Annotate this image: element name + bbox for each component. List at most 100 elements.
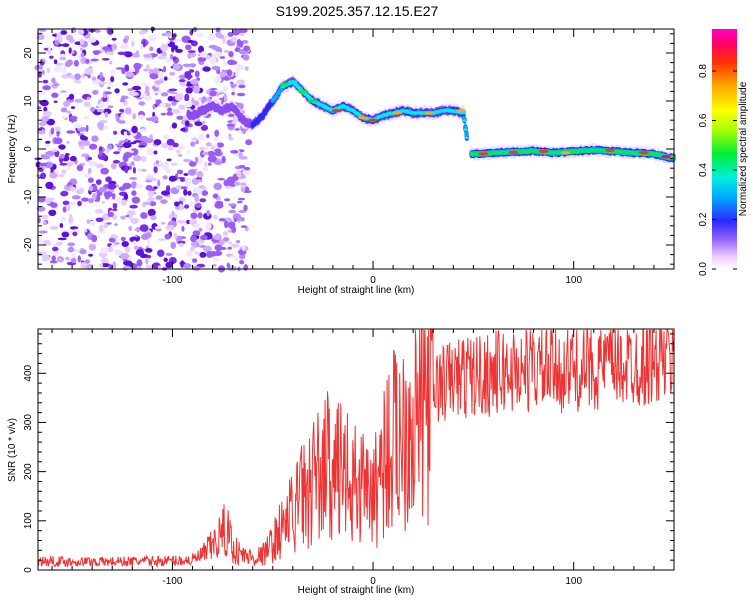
noise-blob	[121, 95, 129, 100]
noise-blob	[129, 148, 139, 156]
noise-blob	[52, 149, 58, 152]
noise-blob	[161, 142, 169, 149]
noise-blob	[98, 224, 104, 233]
noise-blob	[149, 73, 159, 80]
noise-blob	[149, 177, 158, 182]
noise-blob	[184, 204, 190, 209]
noise-blob	[43, 106, 48, 112]
noise-blob	[147, 190, 155, 197]
noise-blob	[187, 50, 196, 53]
noise-blob	[114, 248, 123, 256]
noise-blob	[232, 60, 238, 65]
noise-blob	[177, 177, 186, 180]
noise-blob	[199, 51, 208, 58]
noise-blob	[110, 162, 117, 170]
noise-blob	[195, 140, 199, 145]
noise-blob	[218, 239, 225, 246]
noise-blob	[188, 201, 197, 207]
noise-blob	[135, 249, 145, 256]
noise-blob	[123, 131, 128, 136]
noise-blob	[56, 131, 61, 135]
noise-blob	[131, 181, 137, 189]
noise-blob	[153, 150, 158, 155]
noise-blob	[100, 167, 109, 175]
noise-blob	[189, 219, 198, 225]
noise-blob	[114, 143, 124, 146]
noise-blob	[132, 240, 137, 245]
noise-blob	[37, 196, 46, 203]
noise-blob	[138, 30, 146, 35]
noise-blob	[186, 150, 192, 154]
x-tick-label: 100	[565, 576, 582, 587]
noise-blob	[230, 36, 238, 43]
noise-blob	[127, 88, 134, 92]
noise-blob	[84, 259, 90, 264]
noise-blob	[161, 33, 167, 36]
noise-blob	[149, 46, 154, 52]
noise-blob	[183, 173, 189, 176]
noise-blob	[140, 43, 144, 51]
noise-blob	[135, 50, 139, 56]
noise-blob	[107, 211, 114, 218]
noise-blob	[232, 29, 240, 36]
noise-blob	[94, 208, 104, 214]
noise-blob	[194, 179, 203, 183]
noise-blob	[171, 122, 178, 129]
noise-blob	[138, 145, 146, 148]
noise-blob	[228, 203, 237, 207]
noise-blob	[66, 161, 74, 167]
colorbar-tick-label: 0.4	[698, 163, 709, 177]
noise-blob	[173, 39, 182, 42]
snr-series	[37, 329, 675, 569]
noise-blob	[144, 95, 152, 101]
noise-blob	[195, 202, 202, 208]
noise-blob	[218, 34, 225, 39]
noise-blob	[189, 63, 197, 67]
noise-blob	[44, 161, 54, 168]
noise-blob	[166, 158, 172, 162]
ridge-peak	[279, 82, 290, 86]
noise-blob	[161, 190, 171, 196]
noise-blob	[49, 260, 58, 264]
noise-blob	[236, 39, 242, 47]
noise-blob	[238, 253, 246, 260]
noise-blob	[145, 184, 153, 191]
noise-blob	[147, 208, 156, 217]
noise-blob	[68, 216, 74, 224]
spectrogram-x-axis-label: Height of straight line (km)	[298, 285, 415, 296]
noise-blob	[101, 200, 106, 205]
noise-blob	[202, 66, 211, 72]
noise-blob	[124, 107, 132, 115]
noise-blob	[142, 40, 146, 48]
noise-blob	[202, 166, 209, 172]
noise-blob	[209, 90, 217, 97]
noise-blob	[51, 92, 59, 98]
noise-blob	[74, 73, 81, 80]
noise-blob	[128, 213, 133, 221]
ridge-peak	[307, 99, 318, 103]
ridge-core	[461, 111, 466, 115]
noise-blob	[148, 35, 156, 42]
noise-blob	[133, 62, 142, 70]
noise-blob	[113, 241, 120, 246]
noise-blob	[152, 67, 160, 74]
noise-blob	[163, 257, 168, 262]
noise-blob	[193, 86, 200, 94]
noise-blob	[229, 255, 238, 258]
noise-blob	[68, 38, 75, 43]
noise-blob	[137, 167, 142, 173]
noise-blob	[112, 203, 118, 206]
noise-blob	[188, 161, 197, 167]
noise-blob	[154, 80, 164, 85]
noise-blob	[206, 134, 210, 139]
noise-blob	[53, 137, 63, 145]
x-tick-label: -100	[162, 576, 182, 587]
noise-blob	[53, 100, 58, 104]
noise-blob	[95, 179, 102, 185]
noise-blob	[230, 243, 240, 248]
noise-blob	[89, 143, 98, 150]
noise-blob	[178, 74, 187, 80]
noise-blob	[233, 181, 241, 186]
noise-blob	[242, 169, 251, 176]
